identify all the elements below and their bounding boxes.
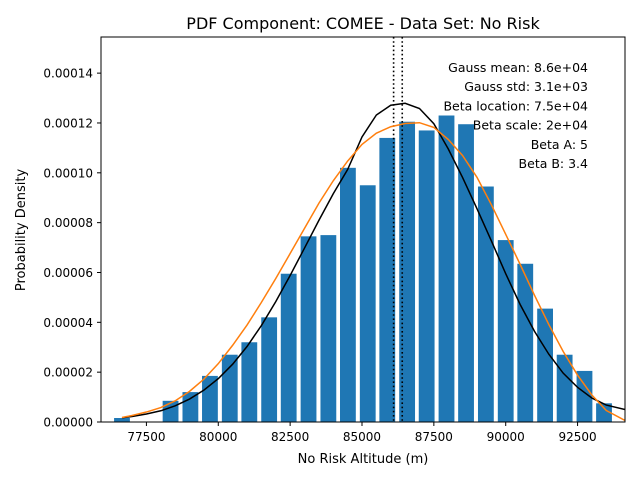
axes-frame bbox=[100, 36, 626, 423]
histogram-bar bbox=[300, 236, 317, 422]
y-axis-label: Probability Density bbox=[14, 169, 29, 292]
x-tick-label: 92500 bbox=[558, 430, 596, 444]
histogram-bar bbox=[359, 185, 376, 422]
y-tick-label: 0.00006 bbox=[43, 266, 93, 280]
histogram-bar bbox=[458, 124, 474, 422]
histogram-bar bbox=[182, 392, 199, 422]
histogram-bar bbox=[517, 263, 534, 422]
x-tick-label: 90000 bbox=[487, 430, 525, 444]
histogram-bar bbox=[477, 186, 494, 422]
chart-title: PDF Component: COMEE - Data Set: No Risk bbox=[186, 14, 540, 33]
histogram-bar bbox=[556, 354, 573, 422]
y-tick-label: 0.00002 bbox=[43, 366, 93, 380]
y-tick-label: 0.00000 bbox=[43, 416, 93, 430]
fit-parameter-annotation: Beta B: 3.4 bbox=[519, 156, 588, 171]
x-tick-label: 87500 bbox=[415, 430, 453, 444]
histogram-bar bbox=[537, 308, 553, 422]
fit-parameter-annotation: Beta location: 7.5e+04 bbox=[443, 98, 588, 113]
histogram-bar bbox=[280, 273, 297, 422]
y-tick-label: 0.00012 bbox=[43, 116, 93, 130]
histogram-bar bbox=[596, 403, 612, 422]
fit-parameter-annotation: Beta A: 5 bbox=[531, 137, 588, 152]
fit-parameter-annotation: Gauss mean: 8.6e+04 bbox=[448, 60, 588, 75]
y-tick-label: 0.00008 bbox=[43, 216, 93, 230]
histogram-bar bbox=[576, 370, 593, 422]
y-tick-label: 0.00010 bbox=[43, 166, 93, 180]
plot-area: 77500 80000 82500 85000 87500 90000 92500 0.000… bbox=[43, 36, 626, 444]
histogram-bar bbox=[320, 235, 337, 422]
gauss-fit-curve bbox=[121, 102, 625, 419]
histogram-bar bbox=[438, 115, 455, 422]
histogram-bar bbox=[241, 342, 258, 422]
fit-parameter-annotation: Gauss std: 3.1e+03 bbox=[464, 79, 588, 94]
x-tick-label: 80000 bbox=[199, 430, 237, 444]
histogram-bar bbox=[114, 418, 130, 422]
histogram-bar bbox=[418, 130, 435, 422]
histogram-bar bbox=[221, 354, 238, 422]
x-tick-label: 82500 bbox=[271, 430, 309, 444]
y-tick-label: 0.00004 bbox=[43, 316, 93, 330]
histogram-bar bbox=[202, 375, 218, 422]
x-tick-label: 85000 bbox=[343, 430, 381, 444]
histogram-bar bbox=[340, 167, 356, 422]
histogram-bar bbox=[399, 121, 416, 422]
histogram-bar bbox=[162, 400, 179, 422]
histogram-bar bbox=[261, 317, 278, 422]
x-axis-label: No Risk Altitude (m) bbox=[298, 452, 429, 467]
histogram-bar bbox=[379, 137, 396, 422]
x-tick-label: 77500 bbox=[127, 430, 165, 444]
histogram-bar bbox=[497, 240, 514, 422]
y-tick-label: 0.00014 bbox=[43, 67, 93, 81]
fit-parameter-annotation: Beta scale: 2e+04 bbox=[473, 118, 588, 133]
beta-fit-curve bbox=[121, 121, 625, 422]
